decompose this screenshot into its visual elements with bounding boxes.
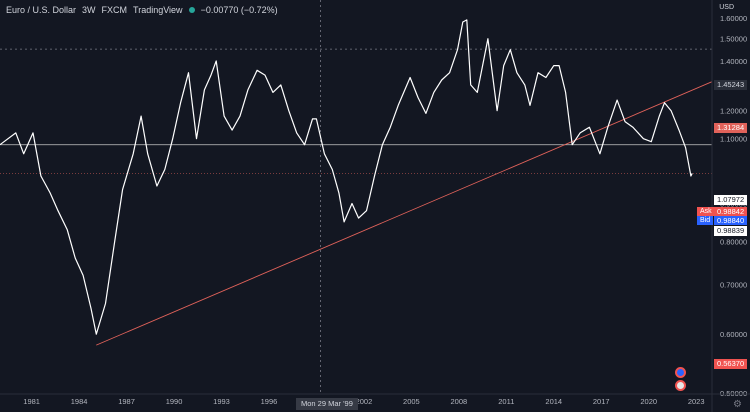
price-line	[0, 19, 693, 335]
bid-label: Bid	[697, 216, 714, 225]
time-axis: 1981 1984 1987 1990 1993 1996 2002 2005 2008 2011…	[23, 397, 704, 406]
y-tick-label: 1.10000	[720, 135, 747, 144]
last-price-tag: 0.98839	[714, 226, 748, 236]
event-flag-icon[interactable]	[675, 367, 686, 378]
y-tick-label: 1.50000	[720, 35, 747, 44]
x-tick-label: 1990	[166, 397, 183, 406]
x-tick-label: 2002	[356, 397, 373, 406]
symbol-name[interactable]: Euro / U.S. Dollar	[6, 5, 77, 15]
exchange-label: FXCM	[101, 5, 128, 15]
x-tick-label: 2008	[451, 397, 468, 406]
price-change: −0.00770 (−0.72%)	[200, 5, 278, 15]
x-tick-label: 1981	[23, 397, 40, 406]
x-tick-label: 2011	[498, 397, 514, 406]
price-series	[0, 19, 693, 335]
market-status-dot-icon	[188, 7, 195, 13]
x-tick-label: 2017	[593, 397, 610, 406]
ask-label: Ask	[697, 207, 715, 216]
x-tick-label: 1987	[118, 397, 135, 406]
trend-price-tag: 1.31284	[714, 123, 748, 133]
x-tick-label: 1984	[71, 397, 88, 406]
x-tick-label: 2023	[688, 397, 705, 406]
crosshair-date-label: Mon 29 Mar '99	[296, 398, 358, 410]
x-tick-label: 2020	[640, 397, 657, 406]
horizontal-lines	[0, 0, 712, 393]
y-tick-label: 0.60000	[720, 330, 747, 339]
x-tick-label: 1996	[261, 397, 278, 406]
source-label: TradingView	[133, 5, 183, 15]
bid-price-tag: 0.98840	[714, 216, 748, 225]
y-tick-label: 0.80000	[720, 237, 747, 246]
settings-gear-icon[interactable]: ⚙	[733, 399, 742, 410]
interval-label[interactable]: 3W	[82, 5, 96, 15]
x-tick-label: 2014	[545, 397, 562, 406]
crosshair-price-tag: 1.07972	[714, 195, 748, 205]
economic-event-icon[interactable]	[675, 380, 686, 391]
low-line-price-tag: 0.56370	[714, 359, 748, 369]
currency-label[interactable]: USD	[719, 4, 734, 11]
y-tick-label: 1.40000	[720, 57, 747, 66]
y-tick-label: 1.20000	[720, 107, 747, 116]
high-line-price-tag: 1.45243	[714, 80, 748, 90]
x-tick-label: 2005	[403, 397, 420, 406]
symbol-legend[interactable]: Euro / U.S. Dollar 3W FXCM TradingView −…	[6, 5, 278, 15]
y-tick-label: 1.60000	[720, 14, 747, 23]
ask-price-tag: 0.98842	[714, 207, 748, 216]
trend-line-group	[96, 81, 713, 346]
price-axis: 1.600001.500001.400001.300001.200001.100…	[720, 14, 747, 398]
x-tick-label: 1993	[213, 397, 230, 406]
y-tick-label: 0.70000	[720, 280, 747, 289]
trend-line	[96, 81, 713, 346]
